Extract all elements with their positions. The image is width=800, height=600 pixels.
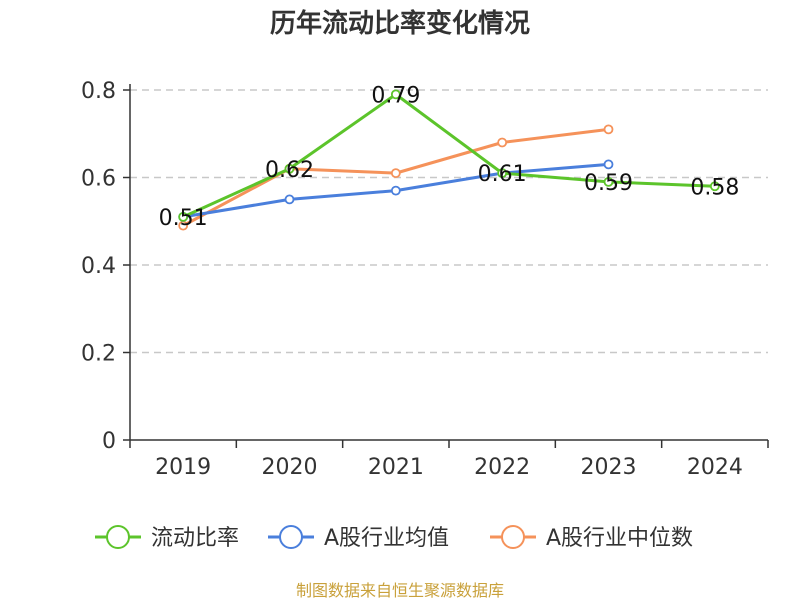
data-point (284, 163, 295, 174)
x-tick-label: 2020 (262, 455, 318, 480)
y-tick-label: 0.8 (81, 79, 116, 104)
legend-marker (501, 525, 525, 549)
legend: 流动比率 A股行业均值 A股行业中位数 (95, 525, 693, 551)
data-label: 0.58 (690, 175, 739, 200)
data-point (709, 181, 720, 192)
data-point (390, 168, 401, 179)
series-line (182, 92, 715, 219)
x-tick-label: 2023 (581, 455, 637, 480)
legend-label: A股行业中位数 (546, 526, 693, 551)
data-point (284, 194, 295, 205)
data-label: 0.62 (265, 158, 314, 183)
data-point (603, 159, 614, 170)
legend-marker (106, 525, 130, 549)
chart-title: 历年流动比率变化情况 (270, 8, 530, 39)
data-point (390, 89, 401, 100)
legend-label: A股行业均值 (324, 526, 449, 551)
data-point (603, 124, 614, 135)
data-point (178, 211, 189, 222)
data-label: 0.79 (371, 83, 420, 108)
legend-label: 流动比率 (151, 526, 239, 551)
y-tick-label: 0 (102, 429, 116, 454)
legend-item: A股行业中位数 (490, 525, 693, 551)
data-label: 0.51 (159, 206, 208, 231)
legend-item: 流动比率 (95, 525, 239, 551)
y-tick-label: 0.2 (81, 342, 116, 367)
legend-item: A股行业均值 (268, 525, 449, 551)
source-note: 制图数据来自恒生聚源数据库 (296, 581, 504, 600)
series-layer (178, 89, 720, 231)
x-tick-label: 2021 (368, 455, 424, 480)
data-point (603, 176, 614, 187)
legend-marker (279, 525, 303, 549)
y-tick-label: 0.6 (81, 167, 116, 192)
data-label: 0.61 (478, 162, 527, 187)
data-point (497, 168, 508, 179)
data-point (497, 137, 508, 148)
data-label: 0.59 (584, 171, 633, 196)
y-tick-label: 0.4 (81, 254, 116, 279)
data-point (390, 185, 401, 196)
axis-layer: 0 0.2 0.4 0.6 0.8 2019 2020 2021 2022 2023 2024 (81, 79, 769, 480)
x-tick-label: 2024 (687, 455, 743, 480)
data-label-layer: 0.51 0.62 0.79 0.61 0.59 0.58 (159, 83, 740, 231)
x-tick-label: 2019 (155, 455, 211, 480)
grid-layer (130, 89, 768, 354)
x-tick-label: 2022 (474, 455, 530, 480)
